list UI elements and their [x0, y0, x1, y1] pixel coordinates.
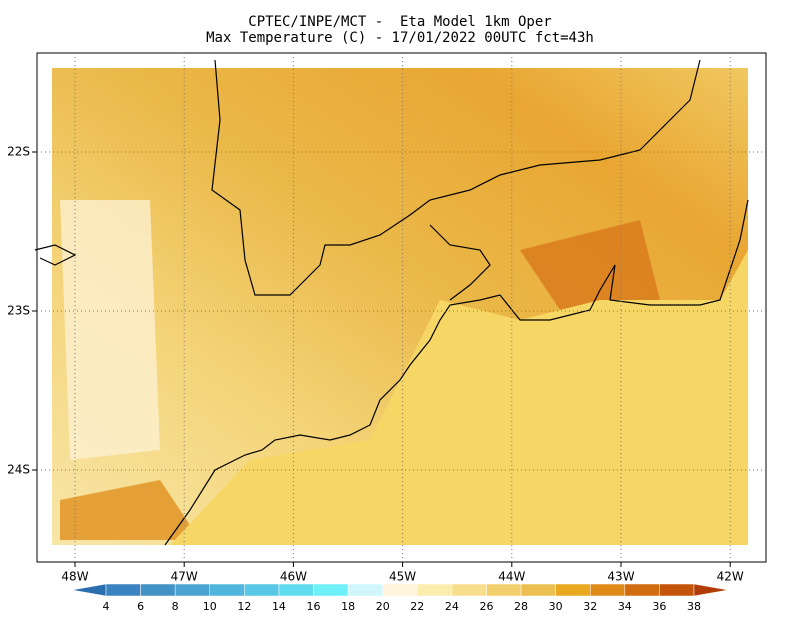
colorbar-box	[417, 583, 453, 597]
lat-label: 23S	[7, 304, 30, 318]
colorbar-label: 30	[549, 600, 563, 613]
colorbar-box	[382, 583, 418, 597]
colorbar-label: 10	[203, 600, 217, 613]
colorbar-box	[105, 583, 141, 597]
colorbar-box	[174, 583, 211, 597]
colorbar-box	[244, 583, 280, 597]
colorbar-label: 12	[237, 600, 251, 613]
colorbar-label: 4	[103, 600, 110, 613]
lon-label: 43W	[607, 570, 634, 584]
axes: 48W 47W 46W 45W 44W 43W 42W 22S 23S 24S	[7, 53, 766, 584]
colorbar-label: 28	[514, 600, 528, 613]
colorbar-label: 24	[445, 600, 459, 613]
colorbar-box	[140, 583, 176, 597]
colorbar-label: 22	[410, 600, 424, 613]
title-line: Max Temperature (C) - 17/01/2022 00UTC f…	[206, 30, 594, 46]
colorbar-box	[313, 583, 349, 597]
colorbar-box	[589, 583, 626, 597]
colorbar-box	[209, 583, 245, 597]
colorbar-box	[659, 583, 695, 597]
lon-label: 44W	[498, 570, 525, 584]
colorbar-box	[555, 583, 591, 597]
lon-label: 48W	[61, 570, 88, 584]
colorbar-box	[486, 583, 522, 597]
lon-label: 42W	[717, 570, 744, 584]
colorbar-box	[624, 583, 660, 597]
colorbar-label: 8	[172, 600, 179, 613]
colorbar-box	[278, 583, 314, 597]
lon-label: 45W	[389, 570, 416, 584]
colorbar-label: 6	[137, 600, 144, 613]
lat-label: 24S	[7, 463, 30, 477]
colorbar-label: 38	[687, 600, 701, 613]
colorbar-label: 16	[307, 600, 321, 613]
colorbar-label: 20	[376, 600, 390, 613]
colorbar-label: 34	[618, 600, 632, 613]
colorbar-label: 36	[652, 600, 666, 613]
lon-label: 46W	[280, 570, 307, 584]
lon-label: 47W	[171, 570, 198, 584]
colorbar-label: 32	[583, 600, 597, 613]
colorbar-box	[347, 583, 383, 597]
colorbar-box	[520, 583, 556, 597]
lat-label: 22S	[7, 145, 30, 159]
title-line: CPTEC/INPE/MCT - Eta Model 1km Oper	[248, 14, 551, 30]
colorbar-label: 26	[479, 600, 493, 613]
coastline	[34, 59, 749, 546]
colorbar-arrow	[71, 583, 107, 597]
temperature-field	[52, 68, 748, 545]
colorbar-arrow	[693, 583, 729, 597]
colorbar: 4 6 8 10 12 14 16 18 20 22 24 26 28 30 32 34 36 38	[71, 583, 729, 613]
colorbar-label: 14	[272, 600, 286, 613]
colorbar-label: 18	[341, 600, 355, 613]
colorbar-box	[451, 583, 487, 597]
